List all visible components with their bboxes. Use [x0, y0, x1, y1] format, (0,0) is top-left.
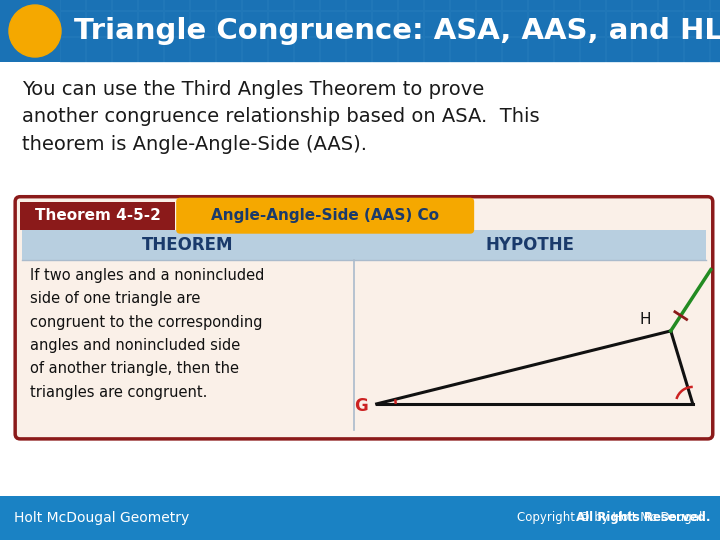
- Bar: [502, 0, 527, 10]
- Bar: [684, 0, 709, 10]
- Bar: [554, 37, 579, 62]
- Bar: [216, 11, 241, 36]
- Bar: [294, 0, 319, 10]
- Bar: [294, 37, 319, 62]
- Text: You can use the Third Angles Theorem to prove
another congruence relationship ba: You can use the Third Angles Theorem to …: [22, 80, 539, 153]
- Bar: [112, 11, 137, 36]
- Bar: [372, 37, 397, 62]
- Bar: [164, 37, 189, 62]
- Text: Angle-Angle-Side (AAS) Co: Angle-Angle-Side (AAS) Co: [211, 208, 439, 223]
- Bar: [164, 11, 189, 36]
- Bar: [528, 0, 553, 10]
- Bar: [190, 11, 215, 36]
- Bar: [710, 37, 720, 62]
- FancyBboxPatch shape: [176, 198, 474, 234]
- Text: THEOREM: THEOREM: [142, 235, 234, 254]
- Bar: [164, 0, 189, 10]
- Bar: [476, 11, 501, 36]
- Bar: [580, 0, 605, 10]
- Bar: [398, 11, 423, 36]
- Bar: [112, 0, 137, 10]
- Bar: [86, 11, 111, 36]
- Bar: [0, 0, 720, 62]
- Bar: [658, 0, 683, 10]
- Bar: [554, 0, 579, 10]
- Bar: [450, 0, 475, 10]
- Bar: [60, 0, 85, 10]
- Bar: [684, 37, 709, 62]
- Bar: [190, 37, 215, 62]
- Bar: [450, 11, 475, 36]
- Bar: [190, 0, 215, 10]
- Bar: [632, 0, 657, 10]
- Bar: [580, 37, 605, 62]
- Text: Triangle Congruence: ASA, AAS, and HL: Triangle Congruence: ASA, AAS, and HL: [74, 17, 720, 45]
- Bar: [320, 0, 345, 10]
- Bar: [424, 37, 449, 62]
- Bar: [354, 230, 706, 260]
- Bar: [268, 0, 293, 10]
- Text: Copyright © by Holt Mc Dougal.: Copyright © by Holt Mc Dougal.: [517, 511, 710, 524]
- Bar: [554, 11, 579, 36]
- Bar: [0, 496, 720, 540]
- Bar: [22, 230, 354, 260]
- Bar: [60, 11, 85, 36]
- Bar: [60, 37, 85, 62]
- Bar: [138, 11, 163, 36]
- Text: If two angles and a nonincluded
side of one triangle are
congruent to the corres: If two angles and a nonincluded side of …: [30, 268, 264, 400]
- Bar: [658, 11, 683, 36]
- Bar: [658, 37, 683, 62]
- Bar: [606, 11, 631, 36]
- Bar: [20, 202, 175, 230]
- Bar: [476, 0, 501, 10]
- Bar: [710, 11, 720, 36]
- Bar: [86, 37, 111, 62]
- Bar: [294, 11, 319, 36]
- Bar: [502, 37, 527, 62]
- Bar: [606, 37, 631, 62]
- Bar: [112, 37, 137, 62]
- Bar: [684, 11, 709, 36]
- Bar: [346, 0, 371, 10]
- Bar: [424, 0, 449, 10]
- Bar: [268, 37, 293, 62]
- Bar: [580, 11, 605, 36]
- Text: All Rights Reserved.: All Rights Reserved.: [575, 511, 710, 524]
- Bar: [346, 37, 371, 62]
- Bar: [216, 37, 241, 62]
- Bar: [398, 37, 423, 62]
- Bar: [268, 11, 293, 36]
- Bar: [86, 0, 111, 10]
- Bar: [398, 0, 423, 10]
- Bar: [528, 11, 553, 36]
- Bar: [450, 37, 475, 62]
- Bar: [710, 0, 720, 10]
- Bar: [476, 37, 501, 62]
- Bar: [242, 0, 267, 10]
- Bar: [528, 37, 553, 62]
- FancyBboxPatch shape: [15, 197, 713, 439]
- Bar: [424, 11, 449, 36]
- Bar: [138, 0, 163, 10]
- Bar: [632, 37, 657, 62]
- Bar: [242, 37, 267, 62]
- Text: G: G: [354, 397, 367, 415]
- Text: Holt McDougal Geometry: Holt McDougal Geometry: [14, 511, 189, 525]
- Text: HYPOTHE: HYPOTHE: [485, 235, 575, 254]
- Bar: [320, 11, 345, 36]
- Text: H: H: [639, 312, 651, 327]
- Bar: [632, 11, 657, 36]
- Bar: [242, 11, 267, 36]
- Bar: [606, 0, 631, 10]
- Bar: [372, 0, 397, 10]
- Bar: [138, 37, 163, 62]
- Bar: [320, 37, 345, 62]
- Circle shape: [9, 5, 61, 57]
- Bar: [216, 0, 241, 10]
- Bar: [372, 11, 397, 36]
- Bar: [346, 11, 371, 36]
- Bar: [0, 62, 720, 496]
- Text: Theorem 4-5-2: Theorem 4-5-2: [35, 208, 161, 223]
- Bar: [502, 11, 527, 36]
